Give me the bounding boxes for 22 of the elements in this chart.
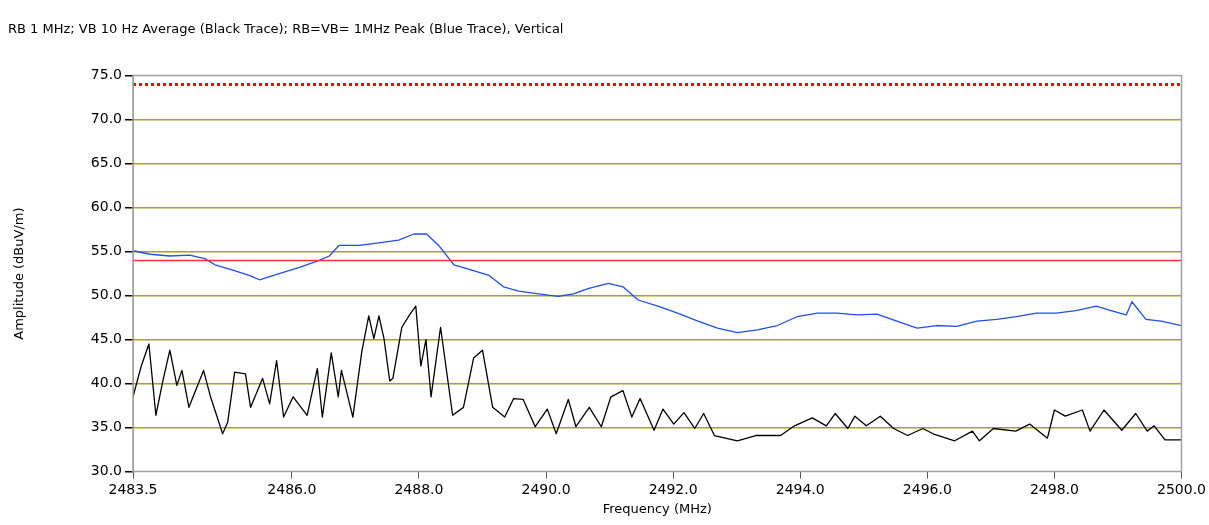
y-tick-label: 65.0 <box>90 154 122 171</box>
x-tick-label: 2492.0 <box>648 480 698 497</box>
x-tick-label: 2483.5 <box>108 480 158 497</box>
y-tick-label: 70.0 <box>90 110 122 127</box>
y-tick-label: 35.0 <box>90 418 122 435</box>
x-tick-label: 2486.0 <box>267 480 317 497</box>
x-tick-label: 2496.0 <box>902 480 952 497</box>
y-tick-label: 30.0 <box>90 462 122 479</box>
y-tick-label: 40.0 <box>90 374 122 391</box>
x-axis-title: Frequency (MHz) <box>602 500 712 516</box>
y-axis-title: Amplitude (dBuV/m) <box>11 207 27 340</box>
y-tick-label: 60.0 <box>90 198 122 215</box>
chart-title: RB 1 MHz; VB 10 Hz Average (Black Trace); RB=VB= 1MHz Peak (Blue Trace), Vertical <box>8 21 564 37</box>
y-tick-label: 75.0 <box>90 66 122 83</box>
y-tick-label: 55.0 <box>90 242 122 259</box>
x-tick-label: 2498.0 <box>1029 480 1079 497</box>
x-tick-label: 2490.0 <box>521 480 571 497</box>
x-tick-label: 2488.0 <box>394 480 444 497</box>
x-tick-label: 2500.0 <box>1157 480 1207 497</box>
y-tick-label: 50.0 <box>90 286 122 303</box>
x-tick-label: 2494.0 <box>775 480 825 497</box>
y-tick-label: 45.0 <box>90 330 122 347</box>
